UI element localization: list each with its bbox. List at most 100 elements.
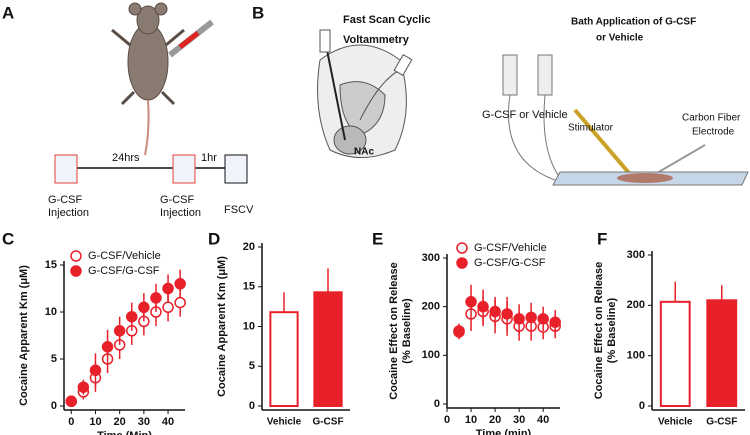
data-point [489,305,501,318]
data-point [525,311,537,324]
y-axis-label: Cocaine Apparent Km (μM) [18,265,30,406]
legend-label: G-CSF/Vehicle [88,250,161,262]
y-tick-label: 200 [422,301,440,313]
y-tick-label: 0 [434,398,440,410]
data-point [174,296,186,309]
diagram-title: Bath Application of G-CSF [571,17,696,28]
panel-label: B [252,3,264,22]
x-tick-label: 10 [89,416,101,428]
legend-marker [456,242,468,254]
y-axis-label: (% Baseline) [606,297,618,363]
diagram-title: Fast Scan Cyclic [343,14,430,26]
data-point [77,381,90,393]
x-axis-label: Time (min) [476,428,532,435]
step-label: G-CSF [48,194,83,206]
panel-label: E [372,229,383,248]
data-point [162,301,174,314]
panel-label: F [597,229,607,248]
y-tick-label: 100 [422,349,440,361]
x-tick-label: Vehicle [658,417,693,428]
step-label: G-CSF [160,194,195,206]
y-tick-label: 10 [243,320,255,332]
bar [706,299,738,407]
data-point [537,313,549,325]
data-point [113,325,126,337]
legend-label: G-CSF/G-CSF [474,257,546,269]
y-tick-label: 15 [45,259,57,271]
panel-label: C [2,229,14,248]
legend-marker [70,265,82,277]
data-point [513,313,525,325]
y-axis-label: Cocaine Effect on Release [388,262,400,400]
x-tick-label: 40 [537,414,549,426]
y-tick-label: 0 [639,400,645,412]
y-tick-label: 300 [422,252,440,264]
data-point [126,310,138,323]
interval-label: 1hr [201,152,217,164]
bar [269,311,299,407]
x-tick-label: 20 [114,416,126,428]
data-point [65,395,78,408]
x-tick-label: 20 [489,414,501,426]
syringes [502,54,561,181]
x-tick-label: 0 [444,414,450,426]
y-tick-label: 0 [249,400,255,412]
region-label: NAc [354,147,374,158]
data-point [162,282,174,295]
x-tick-label: Vehicle [267,417,302,428]
data-point [549,316,561,328]
bar [659,300,691,407]
legend-marker [456,257,468,269]
legend-marker [70,250,82,262]
bath-dish [552,171,749,186]
x-axis-label: Time (Min) [97,430,152,435]
brain-slice [317,29,413,158]
panel-label: A [2,3,14,22]
y-tick-label: 5 [249,360,255,372]
interval-label: 24hrs [112,152,140,164]
x-tick-label: 0 [68,416,74,428]
diagram-title: or Vehicle [596,33,644,44]
legend-label: G-CSF/Vehicle [474,242,547,254]
y-tick-label: 15 [243,281,255,293]
y-axis-label: Cocaine Effect on Release [593,262,605,400]
x-tick-label: G-CSF [706,417,737,428]
timeline [54,154,248,184]
electrode-label: Electrode [692,127,735,138]
x-tick-label: G-CSF [312,417,343,428]
x-tick-label: 30 [513,414,525,426]
bar [313,291,343,407]
panel-label: D [208,229,220,248]
x-tick-label: 30 [138,416,150,428]
data-point [501,308,513,320]
step-label: Injection [48,207,89,219]
stimulator-label: Stimulator [568,123,614,134]
data-point [101,341,114,353]
legend-label: G-CSF/G-CSF [88,265,160,277]
mouse-illustration [111,2,185,156]
electrode-label: Carbon Fiber [682,113,741,124]
data-point [465,296,477,308]
step-label: FSCV [224,204,254,216]
data-point [477,300,489,313]
y-tick-label: 5 [51,353,57,365]
y-axis-label: (% Baseline) [401,298,413,364]
diagram-title: Voltammetry [343,34,410,46]
stimulator [573,108,637,182]
data-point [453,326,465,338]
y-tick-label: 0 [51,400,57,412]
y-tick-label: 300 [627,249,645,261]
y-axis-label: Cocaine Apparent Km (μM) [216,256,228,397]
x-tick-label: 40 [162,416,174,428]
x-tick-label: 10 [465,414,477,426]
syringe-label: G-CSF or Vehicle [482,109,568,121]
data-point [150,292,162,304]
y-tick-label: 100 [627,350,645,362]
data-point [174,278,186,290]
step-label: Injection [160,207,201,219]
data-point [138,301,150,314]
data-point [89,364,102,377]
y-tick-label: 200 [627,299,645,311]
syringe-icon [168,19,214,58]
